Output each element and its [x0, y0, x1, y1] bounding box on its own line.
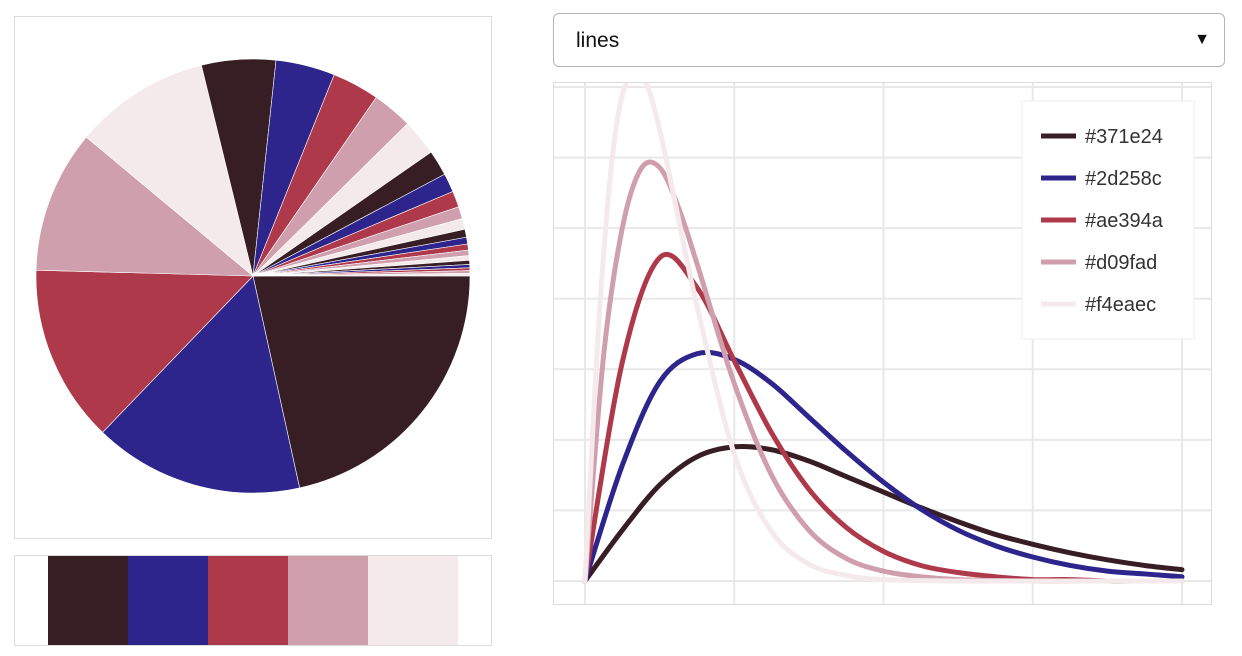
line-series-2 — [582, 349, 1185, 584]
palette-swatch-2 — [128, 556, 208, 645]
legend-label-2: #2d258c — [1085, 168, 1162, 190]
legend-label-3: #ae394a — [1085, 210, 1164, 232]
pie-slice-4 — [35, 136, 254, 277]
legend-label-5: #f4eaec — [1085, 294, 1156, 316]
palette-swatch-1 — [48, 556, 128, 645]
legend: #371e24 #2d258c #ae394a #d09fad #f4eaec — [1021, 100, 1195, 340]
line-chart: #371e24 #2d258c #ae394a #d09fad #f4eaec — [554, 68, 1211, 604]
line-series-1 — [582, 444, 1185, 584]
palette-swatch-4 — [288, 556, 368, 645]
chart-type-select[interactable]: lines ▼ — [553, 13, 1225, 67]
pie-slice-3 — [35, 269, 254, 433]
legend-label-1: #371e24 — [1085, 126, 1163, 148]
pie-chart — [35, 58, 471, 494]
pie-chart-panel — [14, 16, 492, 539]
triangle-down-icon: ▼ — [1194, 31, 1210, 48]
palette-swatch-3 — [208, 556, 288, 645]
pie-slice-25 — [252, 272, 471, 277]
chart-type-select-value: lines — [576, 29, 620, 52]
palette-swatches — [48, 556, 458, 645]
line-chart-panel: #371e24 #2d258c #ae394a #d09fad #f4eaec — [553, 68, 1212, 605]
palette-swatch-panel — [14, 555, 492, 646]
pie-slice-1 — [252, 275, 471, 489]
grid-lines — [554, 83, 1211, 604]
line-series-5 — [582, 68, 1185, 584]
palette-swatch-5 — [368, 556, 458, 645]
pie-slice-2 — [102, 275, 300, 494]
pie-slice-5 — [85, 64, 254, 277]
legend-label-4: #d09fad — [1085, 252, 1157, 274]
